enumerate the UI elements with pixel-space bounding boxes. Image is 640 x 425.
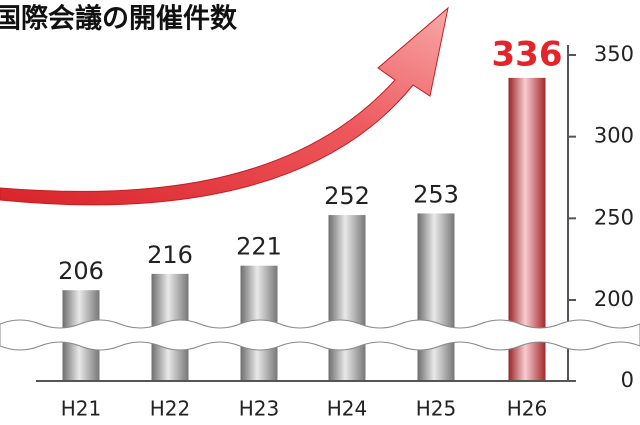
x-tick-label: H21	[61, 397, 102, 421]
value-label: 216	[147, 241, 193, 269]
value-label: 253	[413, 180, 459, 208]
bars	[62, 77, 546, 381]
trend-arrow	[0, 6, 449, 206]
value-label: 221	[236, 233, 282, 261]
axis-break	[0, 319, 640, 351]
bar	[417, 213, 455, 381]
x-tick-label: H25	[416, 397, 457, 421]
x-tick-label: H26	[507, 397, 548, 421]
y-tick-label: 200	[594, 287, 634, 311]
chart-title: 国際会議の開催件数	[0, 4, 238, 35]
x-tick-label: H23	[239, 397, 280, 421]
bar	[328, 215, 366, 381]
x-tick-label: H24	[327, 397, 368, 421]
x-tick-label: H22	[150, 397, 191, 421]
value-label: 206	[58, 257, 104, 285]
y-tick-label: 0	[621, 368, 634, 392]
y-tick-label: 250	[594, 205, 634, 229]
value-label: 252	[324, 182, 370, 210]
y-tick-label: 350	[594, 42, 634, 66]
y-tick-label: 300	[594, 124, 634, 148]
value-label: 336	[492, 34, 563, 74]
